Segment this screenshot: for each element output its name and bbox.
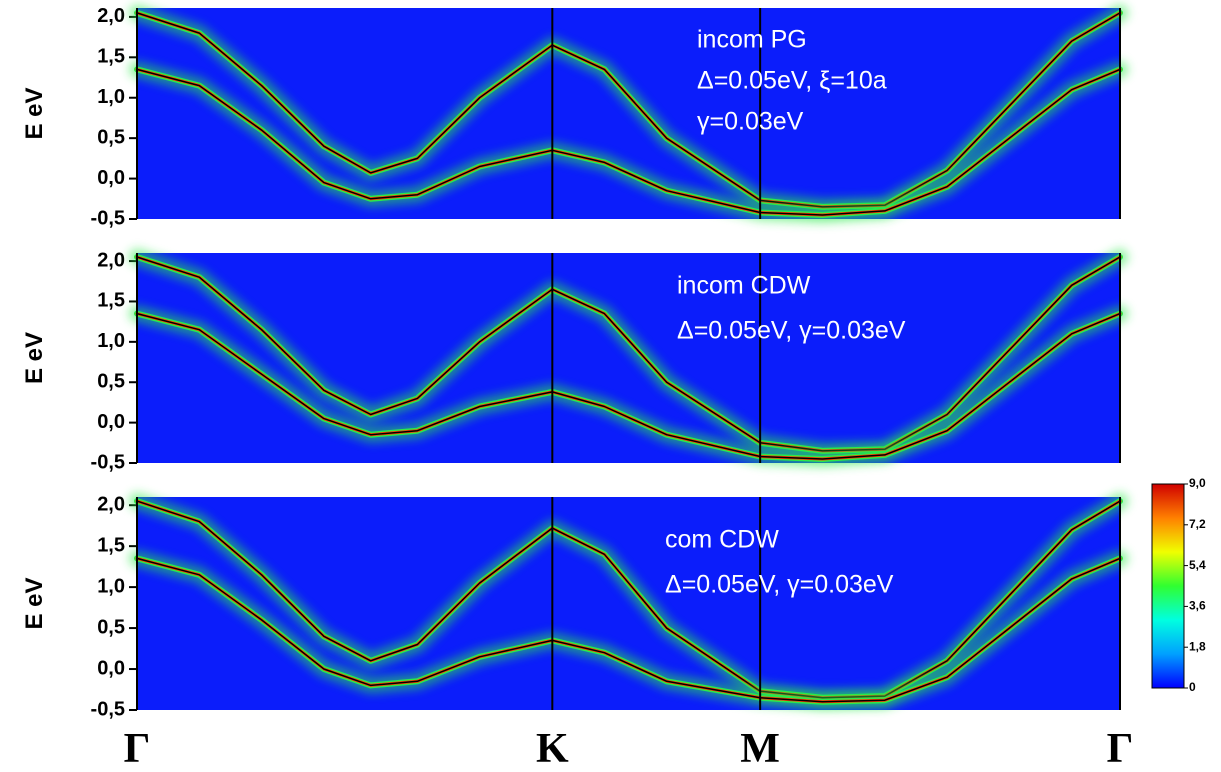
colorbar — [1151, 483, 1185, 689]
y-tick-label: 0,0 — [97, 411, 125, 433]
y-tick-label: 1,0 — [97, 575, 125, 597]
colorbar-tick-label: 3,6 — [1189, 599, 1206, 613]
y-tick-label: 0,0 — [97, 657, 125, 679]
y-tick-label: 2,0 — [97, 5, 125, 27]
colorbar-tick-label: 7,2 — [1189, 517, 1206, 531]
y-tick-label: 2,0 — [97, 249, 125, 271]
colorbar-tick-label: 5,4 — [1189, 558, 1206, 572]
annotation: Δ=0.05eV, γ=0.03eV — [677, 317, 906, 345]
x-tick-label: M — [740, 726, 780, 772]
y-axis-label: E eV — [21, 87, 48, 139]
y-tick-label: 0,5 — [97, 126, 125, 148]
y-tick-label: -0,5 — [91, 207, 125, 229]
y-tick-label: 2,0 — [97, 493, 125, 515]
colorbar-tick-label: 9,0 — [1189, 476, 1206, 490]
band-core — [136, 312, 1121, 460]
band-core — [136, 500, 1121, 699]
y-tick-label: 1,0 — [97, 86, 125, 108]
y-tick-label: 1,5 — [97, 534, 125, 556]
y-axis-label: E eV — [21, 577, 48, 629]
band-core — [136, 68, 1121, 216]
colorbar-tick-label: 0 — [1189, 680, 1196, 694]
x-tick-label: Γ — [1107, 726, 1134, 772]
band-core — [136, 12, 1121, 208]
y-tick-label: 1,0 — [97, 330, 125, 352]
x-tick-label: K — [536, 726, 569, 772]
annotation: Δ=0.05eV, ξ=10a — [697, 67, 887, 95]
band-core — [136, 557, 1121, 703]
annotation: com CDW — [665, 526, 779, 554]
y-tick-label: 0,5 — [97, 616, 125, 638]
band-core — [136, 256, 1121, 452]
annotation: γ=0.03eV — [697, 108, 804, 136]
annotation: Δ=0.05eV, γ=0.03eV — [665, 571, 894, 599]
y-tick-label: 0,5 — [97, 371, 125, 393]
y-tick-label: 1,5 — [97, 290, 125, 312]
y-tick-label: -0,5 — [91, 451, 125, 473]
annotation: incom CDW — [677, 272, 811, 300]
y-tick-label: 1,5 — [97, 46, 125, 68]
y-tick-label: 0,0 — [97, 167, 125, 189]
y-axis-label: E eV — [21, 332, 48, 384]
x-tick-label: Γ — [124, 726, 151, 772]
annotation: incom PG — [697, 26, 807, 54]
y-tick-label: -0,5 — [91, 698, 125, 720]
colorbar-tick-label: 1,8 — [1189, 639, 1206, 653]
